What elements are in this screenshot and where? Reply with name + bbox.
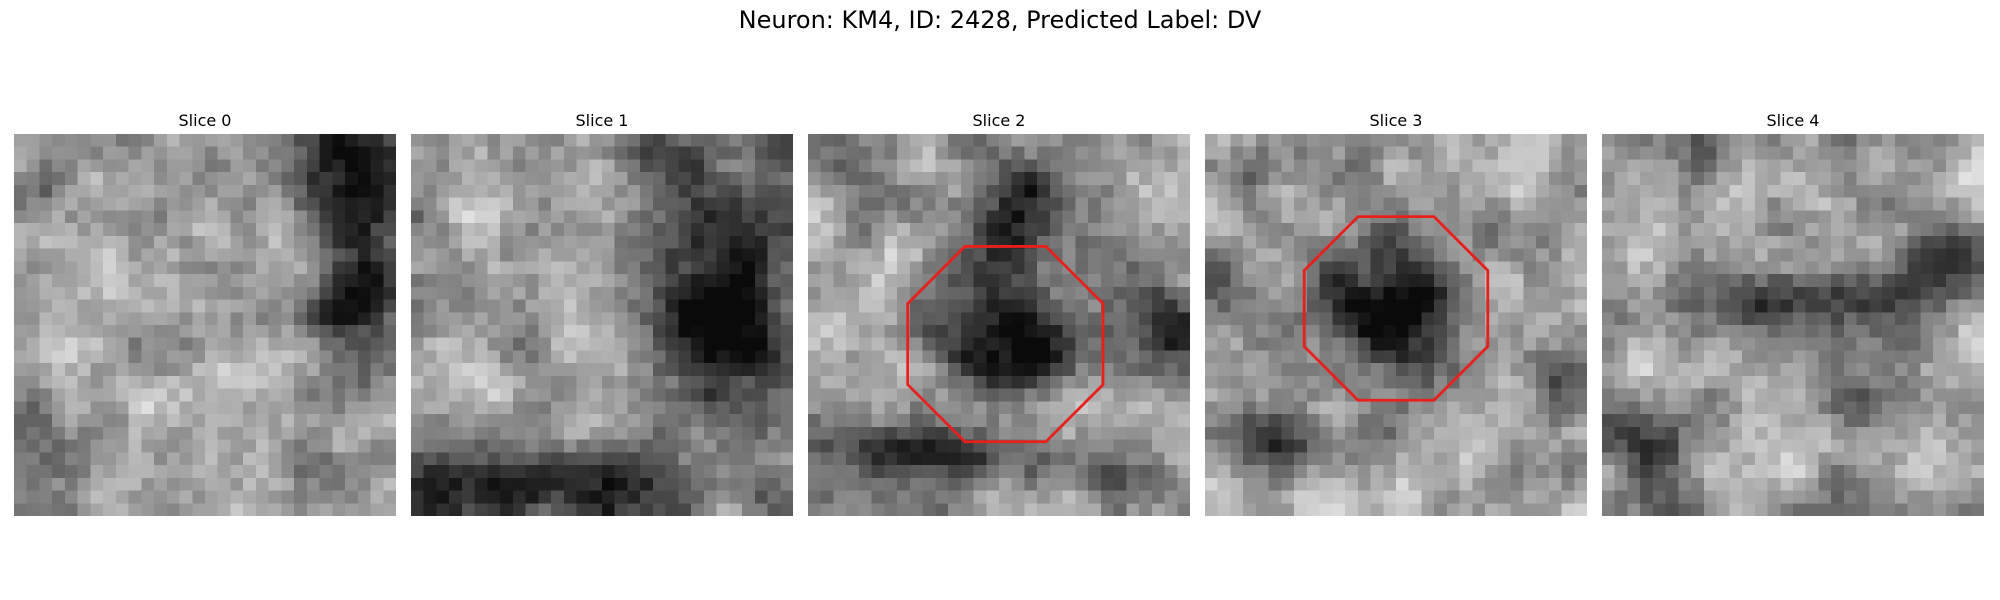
slice-panel-3: Slice 3: [1205, 108, 1587, 516]
roi-outline: [906, 245, 1105, 444]
slice-title: Slice 0: [178, 111, 232, 130]
slice-image: [808, 134, 1190, 516]
slice-title: Slice 1: [575, 111, 629, 130]
slice-image: [14, 134, 396, 516]
figure-title: Neuron: KM4, ID: 2428, Predicted Label: …: [738, 6, 1262, 34]
slice-panel-1: Slice 1: [411, 108, 793, 516]
slice-panel-2: Slice 2: [808, 108, 1190, 516]
slice-panel-4: Slice 4: [1602, 108, 1984, 516]
slice-image: [411, 134, 793, 516]
slice-panel-0: Slice 0: [14, 108, 396, 516]
slice-image: [1205, 134, 1587, 516]
slice-title: Slice 2: [972, 111, 1026, 130]
roi-outline: [1302, 215, 1490, 402]
slice-title: Slice 3: [1369, 111, 1423, 130]
slice-image: [1602, 134, 1984, 516]
slice-title: Slice 4: [1766, 111, 1820, 130]
